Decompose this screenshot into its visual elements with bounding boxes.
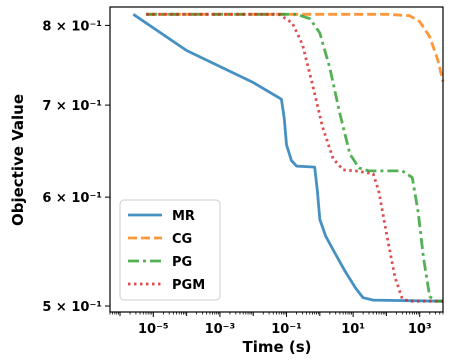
y-tick-label: 7 × 10⁻¹ [42, 99, 102, 114]
x-tick-label: 10⁻⁵ [138, 322, 169, 337]
legend: MR CG PG PGM [119, 199, 221, 301]
y-tick-label: 6 × 10⁻¹ [42, 191, 102, 206]
x-tick-label: 10⁻¹ [271, 322, 302, 337]
legend-label-mr: MR [172, 209, 195, 224]
y-axis: 5 × 10⁻¹ 6 × 10⁻¹ 7 × 10⁻¹ 8 × 10⁻¹ [42, 19, 110, 315]
legend-label-pgm: PGM [172, 278, 205, 293]
x-tick-label: 10³ [408, 322, 432, 337]
x-tick-label: 10⁻³ [205, 322, 236, 337]
series-line-cg [146, 12, 445, 83]
legend-label-cg: CG [172, 232, 192, 247]
plot-area [132, 12, 445, 303]
y-tick-label: 5 × 10⁻¹ [42, 300, 102, 315]
legend-label-pg: PG [172, 255, 192, 270]
x-axis-label: Time (s) [242, 338, 311, 356]
legend-box [119, 199, 221, 301]
series-line-pg [146, 12, 443, 303]
x-axis: 10⁻⁵ 10⁻³ 10⁻¹ 10¹ 10³ [109, 312, 444, 337]
y-axis-label: Objective Value [9, 94, 27, 226]
series-line-pgm [146, 12, 443, 303]
y-tick-label: 8 × 10⁻¹ [42, 19, 102, 34]
series-line-mr [132, 13, 444, 303]
x-tick-label: 10¹ [341, 322, 365, 337]
